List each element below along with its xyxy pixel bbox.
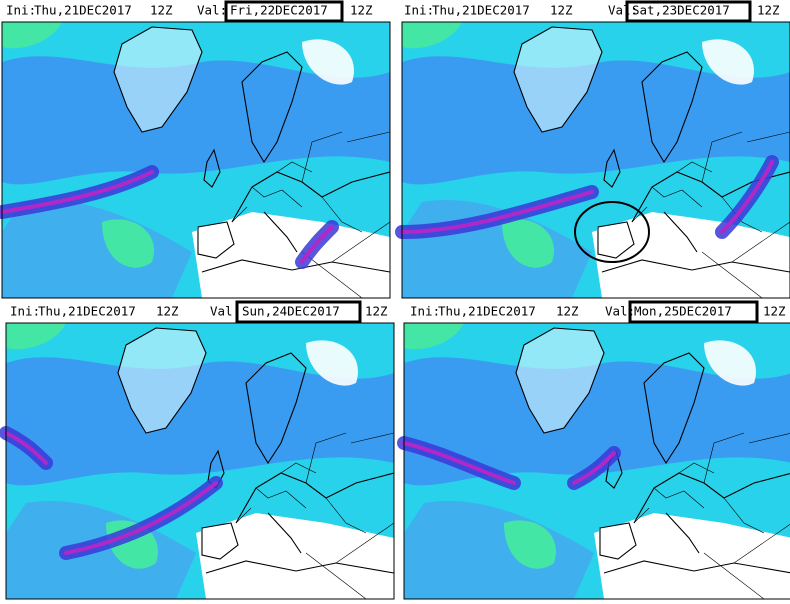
jet-core (402, 441, 516, 485)
jet-core (4, 431, 48, 465)
header-ini-label: Ini: (6, 3, 36, 18)
header-val-hour: 12Z (350, 3, 373, 18)
header-ini-hour: 12Z (156, 304, 179, 319)
map-panel (0, 21, 391, 299)
map-panel (395, 21, 790, 299)
header-ini: Thu,21DEC2017 (34, 3, 132, 18)
header-val-label: Val: (608, 3, 638, 18)
header-val-label: Val: (605, 304, 635, 319)
jet-core (572, 451, 616, 485)
header-ini-label: Ini: (410, 304, 440, 319)
highlight-circle (574, 201, 650, 263)
header-val-label: Val: (210, 304, 240, 319)
valid-box (628, 300, 759, 324)
valid-box (235, 300, 362, 324)
header-val: Sun,24DEC2017 (242, 304, 340, 319)
map-panel (0, 322, 395, 600)
header-val-hour: 12Z (763, 304, 786, 319)
header-ini: Thu,21DEC2017 (38, 304, 136, 319)
map-frame (1, 21, 391, 299)
header-ini: Thu,21DEC2017 (432, 3, 530, 18)
jet-core (300, 225, 334, 264)
map-frame (401, 21, 790, 299)
map (402, 22, 790, 298)
jet-core (0, 170, 154, 214)
header-val: Sat,23DEC2017 (632, 3, 730, 18)
header-val: Mon,25DEC2017 (634, 304, 732, 319)
valid-box (625, 0, 752, 23)
header-val-label: Val: (197, 3, 227, 18)
jet-core (720, 160, 774, 234)
header-val: Fri,22DEC2017 (230, 3, 328, 18)
header-ini-hour: 12Z (550, 3, 573, 18)
map-frame (403, 322, 790, 600)
header-ini-hour: 12Z (556, 304, 579, 319)
header-ini-label: Ini: (10, 304, 40, 319)
valid-box (224, 0, 344, 23)
header-ini: Thu,21DEC2017 (438, 304, 536, 319)
header-val-hour: 12Z (757, 3, 780, 18)
map (2, 22, 390, 298)
header-ini-hour: 12Z (150, 3, 173, 18)
header-val-hour: 12Z (365, 304, 388, 319)
header-ini-label: Ini: (404, 3, 434, 18)
map-frame (5, 322, 395, 600)
jet-core (64, 481, 218, 555)
jet-core (400, 190, 594, 234)
map-panel (397, 322, 790, 600)
